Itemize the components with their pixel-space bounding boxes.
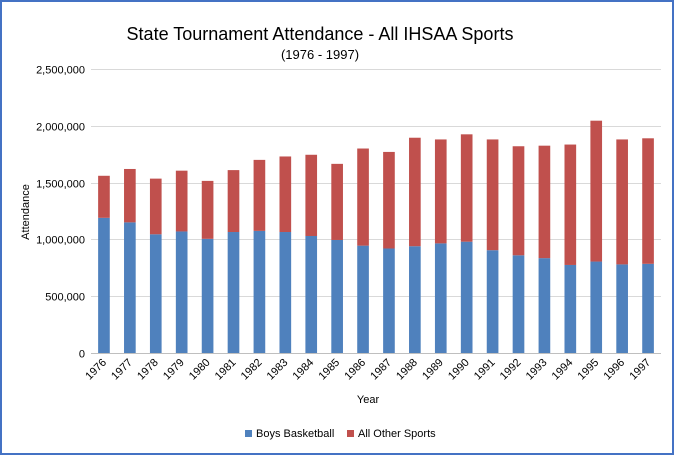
bar-boys-basketball-1978: [149, 234, 162, 353]
legend: Boys Basketball All Other Sports: [245, 428, 436, 440]
bar-all-other-sports-1995: [590, 120, 603, 262]
bar-all-other-sports-1987: [383, 151, 395, 249]
bar-all-other-sports-1986: [357, 148, 369, 246]
bar-all-other-sports-1977: [124, 168, 136, 223]
bar-all-other-sports-1980: [201, 180, 214, 239]
x-tick-label: 1976: [83, 357, 109, 383]
bar-boys-basketball-1980: [201, 238, 214, 353]
x-tick-label: 1985: [316, 357, 342, 383]
y-tick-label: 0: [79, 349, 85, 361]
bars: [98, 120, 654, 353]
bar-boys-basketball-1988: [409, 246, 421, 353]
bar-all-other-sports-1988: [409, 137, 421, 247]
bar-all-other-sports-1991: [486, 139, 499, 251]
bar-boys-basketball-1987: [383, 248, 395, 353]
x-tick-label: 1977: [109, 357, 135, 383]
bar-boys-basketball-1981: [227, 232, 240, 353]
bar-boys-basketball-1992: [512, 255, 525, 353]
y-tick-label: 500,000: [45, 292, 85, 304]
bar-boys-basketball-1979: [175, 231, 188, 353]
bar-boys-basketball-1996: [616, 264, 628, 353]
bar-all-other-sports-1996: [616, 139, 628, 265]
bar-all-other-sports-1997: [642, 138, 654, 264]
x-tick-label: 1994: [550, 357, 576, 383]
x-tick-label: 1982: [239, 357, 265, 383]
x-tick-label: 1990: [446, 357, 472, 383]
y-axis-ticks: 0 500,000 1,000,000 1,500,000 2,000,000 2,500…: [36, 65, 85, 361]
legend-label-1: All Other Sports: [358, 428, 436, 440]
x-tick-label: 1988: [394, 357, 420, 383]
x-axis-ticks: 1976 1977 1978 1979 1980 1981 1982 1983 1984 1985…: [83, 357, 653, 383]
y-tick-label: 2,000,000: [36, 122, 85, 134]
bar-all-other-sports-1985: [331, 163, 343, 240]
bar-all-other-sports-1976: [98, 175, 110, 218]
bar-boys-basketball-1985: [331, 239, 343, 353]
bar-boys-basketball-1977: [124, 222, 136, 353]
bar-all-other-sports-1993: [538, 145, 551, 259]
legend-swatch-1: [347, 430, 354, 437]
legend-label-0: Boys Basketball: [256, 428, 334, 440]
x-tick-label: 1995: [576, 357, 602, 383]
y-tick-label: 1,000,000: [36, 235, 85, 247]
bar-boys-basketball-1990: [460, 241, 473, 353]
x-tick-label: 1980: [187, 357, 213, 383]
bar-all-other-sports-1978: [149, 178, 162, 235]
bar-all-other-sports-1994: [564, 144, 577, 265]
y-tick-label: 2,500,000: [36, 65, 85, 77]
y-axis-label: Attendance: [20, 184, 32, 240]
bar-boys-basketball-1995: [590, 261, 603, 353]
bar-boys-basketball-1982: [253, 230, 266, 353]
x-tick-label: 1984: [291, 357, 317, 383]
y-tick-label: 1,500,000: [36, 179, 85, 191]
legend-swatch-0: [245, 430, 252, 437]
bar-boys-basketball-1991: [486, 250, 499, 353]
bar-all-other-sports-1990: [460, 134, 473, 242]
bar-boys-basketball-1989: [434, 243, 447, 353]
x-tick-label: 1981: [213, 357, 239, 383]
bar-all-other-sports-1979: [175, 170, 188, 232]
bar-boys-basketball-1994: [564, 264, 577, 353]
x-axis-label: Year: [357, 394, 380, 406]
x-tick-label: 1991: [472, 357, 498, 383]
x-tick-label: 1986: [342, 357, 368, 383]
bar-all-other-sports-1989: [434, 139, 447, 244]
x-tick-label: 1989: [420, 357, 446, 383]
bar-all-other-sports-1983: [279, 156, 292, 233]
x-tick-label: 1979: [161, 357, 187, 383]
bar-boys-basketball-1984: [305, 235, 318, 353]
bar-boys-basketball-1993: [538, 258, 551, 353]
x-tick-label: 1987: [368, 357, 394, 383]
bar-all-other-sports-1992: [512, 146, 525, 256]
bar-all-other-sports-1981: [227, 170, 240, 233]
bar-boys-basketball-1983: [279, 232, 292, 353]
bar-boys-basketball-1976: [98, 217, 110, 353]
x-tick-label: 1992: [498, 357, 524, 383]
x-tick-label: 1997: [627, 357, 653, 383]
bar-boys-basketball-1986: [357, 245, 369, 353]
bar-boys-basketball-1997: [642, 263, 654, 353]
chart-subtitle: (1976 - 1997): [281, 47, 359, 62]
bar-all-other-sports-1982: [253, 159, 266, 231]
bar-all-other-sports-1984: [305, 154, 318, 236]
x-tick-label: 1996: [601, 357, 627, 383]
x-tick-label: 1983: [265, 357, 291, 383]
x-tick-label: 1993: [524, 357, 550, 383]
chart-title: State Tournament Attendance - All IHSAA …: [127, 24, 514, 44]
x-tick-label: 1978: [135, 357, 161, 383]
